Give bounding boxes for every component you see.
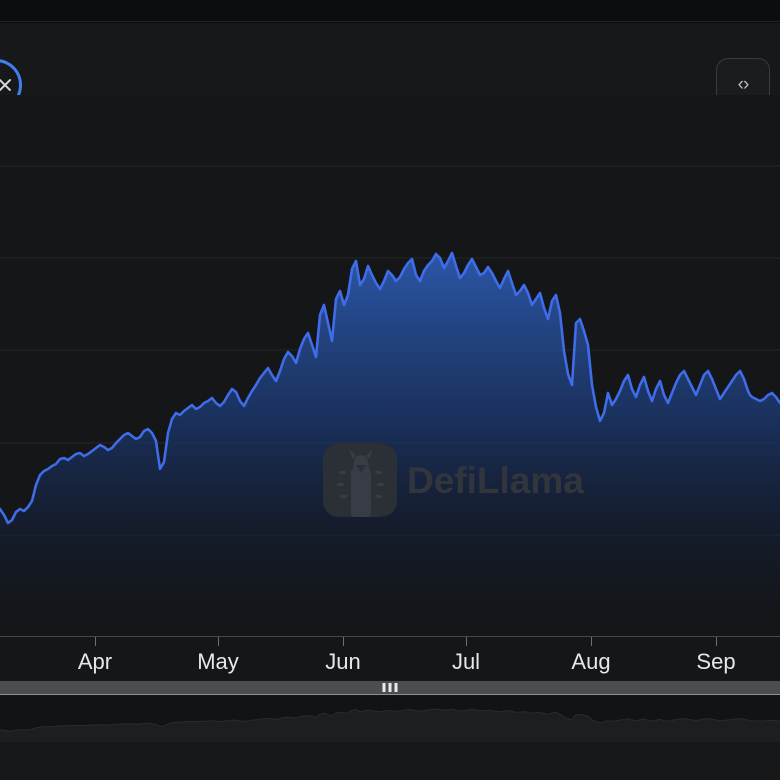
series-line xyxy=(0,251,780,525)
chart-panel: ‹› xyxy=(0,23,780,780)
x-axis-label: Sep xyxy=(696,649,736,674)
range-preview-fill xyxy=(0,709,780,742)
x-axis-tick xyxy=(716,637,717,646)
range-slider-track[interactable] xyxy=(0,695,780,742)
area-chart xyxy=(0,165,780,636)
close-icon xyxy=(0,77,13,93)
code-icon: ‹› xyxy=(737,74,750,95)
range-preview-chart xyxy=(0,708,780,742)
x-axis-label: Jun xyxy=(325,649,361,674)
panel-bottom-filler xyxy=(0,756,780,780)
chart-plot-area[interactable]: DefiLlama Apr May Jun Jul Aug Sep xyxy=(0,95,780,680)
browser-top-strip xyxy=(0,0,780,22)
drag-handle-icon[interactable] xyxy=(382,683,398,692)
area-fill xyxy=(0,253,780,636)
x-axis-tick xyxy=(95,637,96,646)
x-axis-tick xyxy=(218,637,219,646)
chart-range-slider[interactable] xyxy=(0,681,780,756)
x-axis-tick xyxy=(591,637,592,646)
range-slider-handlebar[interactable] xyxy=(0,681,780,695)
x-axis-tick xyxy=(343,637,344,646)
x-axis-label: May xyxy=(197,649,239,674)
x-axis-tick xyxy=(466,637,467,646)
x-axis-line xyxy=(0,636,780,637)
x-axis-label: Aug xyxy=(571,649,611,674)
x-axis-label: Jul xyxy=(451,649,481,674)
range-preview-line xyxy=(0,708,780,732)
x-axis-label: Apr xyxy=(77,649,113,674)
